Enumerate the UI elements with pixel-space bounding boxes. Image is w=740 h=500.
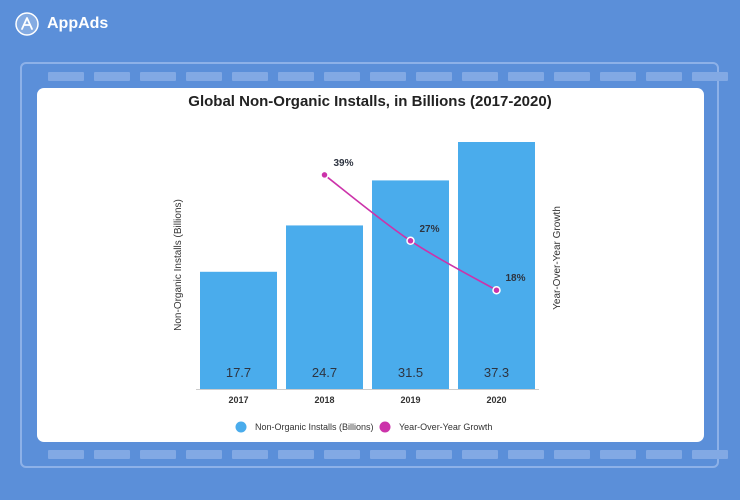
film-perforations-bottom: [22, 450, 728, 460]
bar-2020[interactable]: [458, 142, 535, 389]
film-perforation: [600, 450, 636, 459]
film-perforation: [646, 450, 682, 459]
film-perforation: [508, 72, 544, 81]
film-perforation: [554, 450, 590, 459]
film-perforation: [416, 72, 452, 81]
film-perforation: [692, 450, 728, 459]
bar-value-label-2019: 31.5: [398, 365, 423, 380]
film-perforation: [278, 72, 314, 81]
growth-point-2020[interactable]: [492, 285, 501, 295]
film-perforation: [324, 450, 360, 459]
growth-point-2018[interactable]: [320, 170, 329, 180]
film-perforation: [232, 72, 268, 81]
y-axis-label: Non-Organic Installs (Billions): [173, 199, 184, 331]
film-strip-frame: [20, 62, 728, 468]
bar-2018[interactable]: [286, 225, 363, 389]
film-perforation: [462, 450, 498, 459]
film-perforation: [94, 72, 130, 81]
brand-name: AppAds: [47, 15, 109, 32]
x-tick-label-2018: 2018: [314, 395, 334, 405]
film-perforation: [600, 72, 636, 81]
chart-card: [37, 88, 704, 442]
film-perforation: [48, 72, 84, 81]
x-tick-label-2019: 2019: [400, 395, 420, 405]
growth-label-2019: 27%: [420, 224, 440, 235]
appads-logo-icon: [15, 12, 39, 36]
brand: AppAds: [15, 12, 108, 36]
growth-label-2020: 18%: [506, 273, 526, 284]
bar-2019[interactable]: [372, 180, 449, 389]
film-perforation: [140, 450, 176, 459]
film-perforation: [186, 72, 222, 81]
film-perforation: [324, 72, 360, 81]
film-perforation: [646, 72, 682, 81]
film-perforation: [554, 72, 590, 81]
film-perforation: [186, 450, 222, 459]
film-perforation: [416, 450, 452, 459]
x-tick-label-2017: 2017: [228, 395, 248, 405]
film-perforation: [232, 450, 268, 459]
film-perforation: [278, 450, 314, 459]
growth-point-2019[interactable]: [406, 236, 415, 246]
film-perforation: [462, 72, 498, 81]
film-perforation: [48, 450, 84, 459]
film-perforation: [370, 450, 406, 459]
legend-line-label[interactable]: Year-Over-Year Growth: [399, 422, 492, 432]
legend-line-marker[interactable]: [379, 421, 391, 433]
bar-value-label-2017: 17.7: [226, 365, 251, 380]
legend-bar-label[interactable]: Non-Organic Installs (Billions): [255, 422, 374, 432]
x-tick-label-2020: 2020: [486, 395, 506, 405]
chart-title: Global Non-Organic Installs, in Billions…: [188, 93, 552, 110]
y2-axis-label: Year-Over-Year Growth: [552, 206, 563, 310]
film-perforation: [370, 72, 406, 81]
legend-bar-marker[interactable]: [235, 421, 247, 433]
film-perforation: [94, 450, 130, 459]
growth-label-2018: 39%: [334, 158, 354, 169]
film-perforation: [692, 72, 728, 81]
film-perforation: [508, 450, 544, 459]
film-perforation: [140, 72, 176, 81]
bar-2017[interactable]: [200, 271, 277, 389]
bar-value-label-2020: 37.3: [484, 365, 509, 380]
film-perforations-top: [22, 72, 728, 82]
legend: Non-Organic Installs (Billions) Year-Ove…: [235, 421, 492, 433]
bar-value-label-2018: 24.7: [312, 365, 337, 380]
